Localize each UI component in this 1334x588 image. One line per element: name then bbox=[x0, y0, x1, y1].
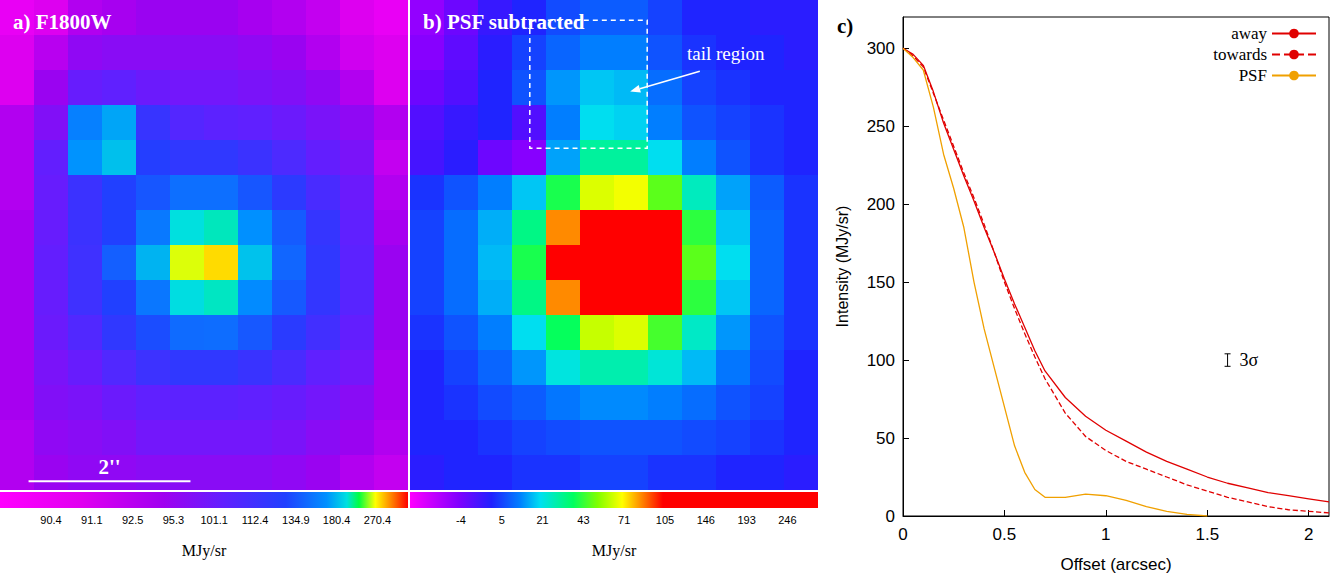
svg-text:193: 193 bbox=[737, 514, 755, 526]
svg-text:0: 0 bbox=[886, 507, 895, 526]
svg-text:c): c) bbox=[837, 14, 853, 38]
svg-text:200: 200 bbox=[867, 195, 895, 214]
svg-text:MJy/sr: MJy/sr bbox=[182, 542, 227, 560]
svg-text:1: 1 bbox=[1101, 525, 1110, 544]
svg-text:b) PSF subtracted: b) PSF subtracted bbox=[423, 10, 585, 34]
svg-text:-4: -4 bbox=[456, 514, 466, 526]
svg-text:100: 100 bbox=[867, 351, 895, 370]
svg-text:a) F1800W: a) F1800W bbox=[13, 10, 112, 34]
svg-text:Intensity (MJy/sr): Intensity (MJy/sr) bbox=[834, 206, 851, 328]
svg-text:105: 105 bbox=[656, 514, 674, 526]
svg-text:tail region: tail region bbox=[687, 43, 765, 64]
svg-text:PSF: PSF bbox=[1239, 66, 1267, 85]
svg-text:2'': 2'' bbox=[98, 455, 120, 479]
svg-text:95.3: 95.3 bbox=[163, 514, 184, 526]
svg-text:43: 43 bbox=[577, 514, 589, 526]
svg-text:3σ: 3σ bbox=[1240, 350, 1259, 370]
svg-text:112.4: 112.4 bbox=[242, 514, 269, 526]
svg-text:0.5: 0.5 bbox=[993, 525, 1017, 544]
svg-text:away: away bbox=[1231, 24, 1267, 43]
svg-text:150: 150 bbox=[867, 273, 895, 292]
svg-text:1.5: 1.5 bbox=[1195, 525, 1219, 544]
svg-text:101.1: 101.1 bbox=[200, 514, 228, 526]
svg-text:134.9: 134.9 bbox=[282, 514, 310, 526]
svg-text:250: 250 bbox=[867, 117, 895, 136]
svg-text:91.1: 91.1 bbox=[81, 514, 102, 526]
svg-text:71: 71 bbox=[618, 514, 630, 526]
svg-text:towards: towards bbox=[1213, 45, 1267, 64]
svg-text:0: 0 bbox=[898, 525, 907, 544]
svg-text:2: 2 bbox=[1304, 525, 1313, 544]
svg-text:92.5: 92.5 bbox=[122, 514, 143, 526]
svg-text:246: 246 bbox=[778, 514, 796, 526]
svg-text:90.4: 90.4 bbox=[40, 514, 61, 526]
svg-text:21: 21 bbox=[536, 514, 548, 526]
svg-text:MJy/sr: MJy/sr bbox=[592, 542, 637, 560]
svg-text:180.4: 180.4 bbox=[323, 514, 351, 526]
svg-text:50: 50 bbox=[876, 429, 895, 448]
svg-text:5: 5 bbox=[499, 514, 505, 526]
svg-text:146: 146 bbox=[697, 514, 715, 526]
svg-text:270.4: 270.4 bbox=[364, 514, 392, 526]
svg-text:Offset (arcsec): Offset (arcsec) bbox=[1060, 555, 1171, 574]
svg-text:300: 300 bbox=[867, 39, 895, 58]
